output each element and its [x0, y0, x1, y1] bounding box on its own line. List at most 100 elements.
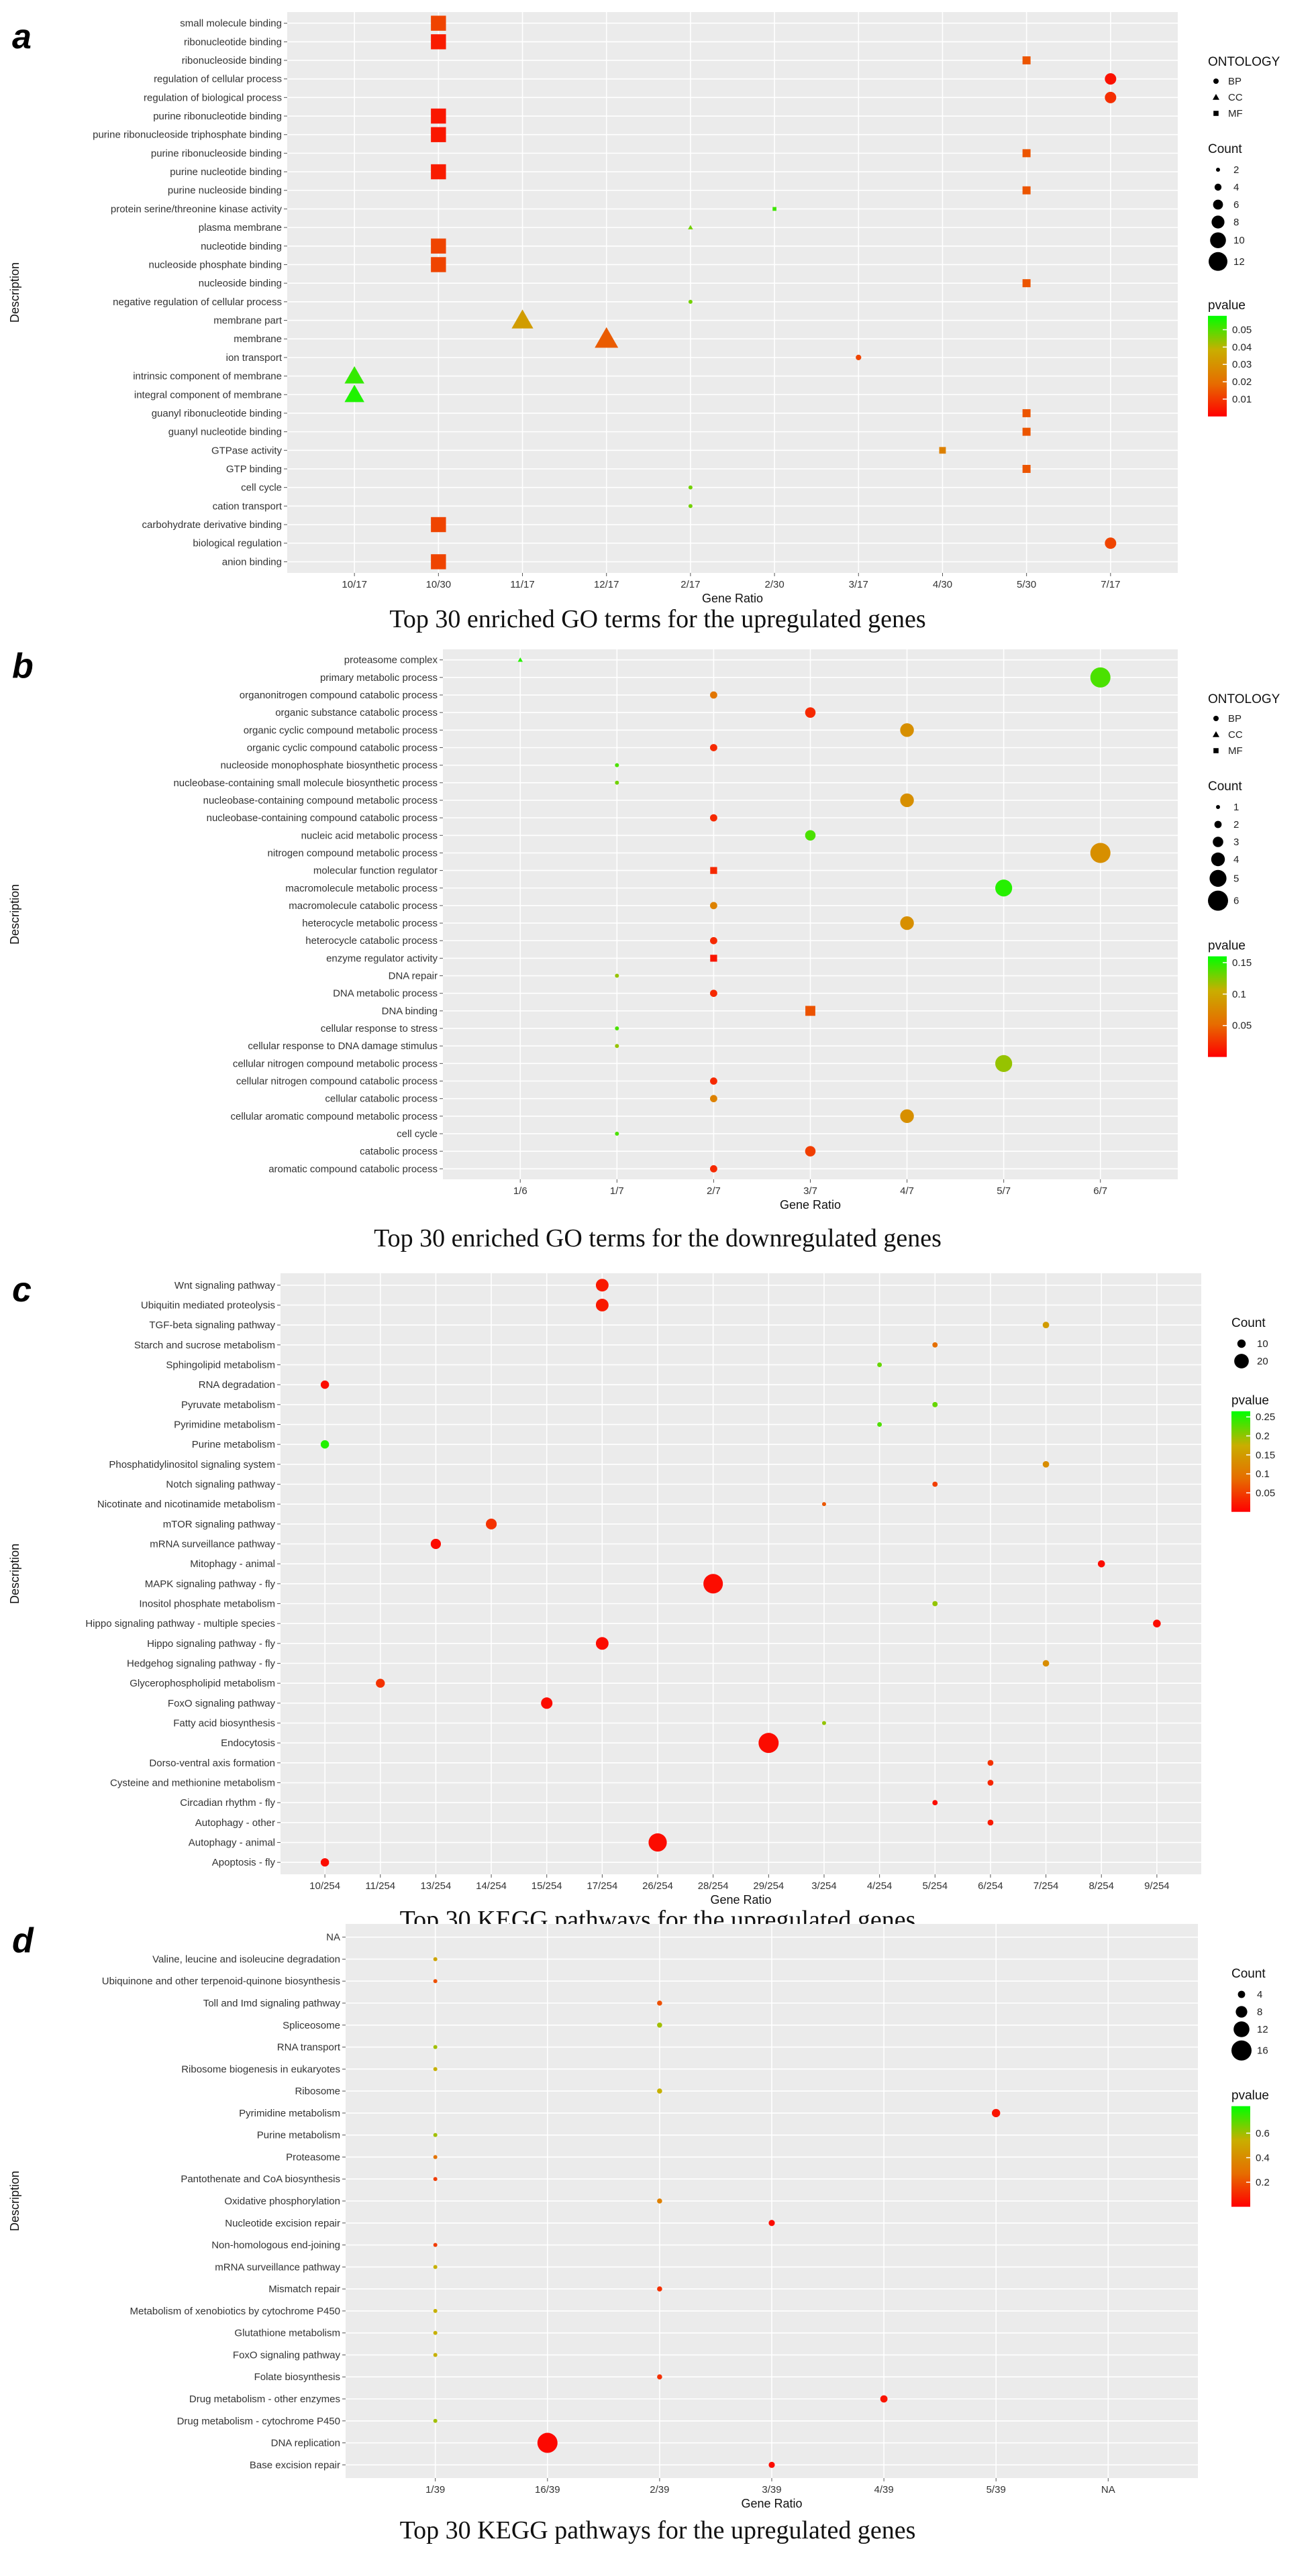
x-tick-label: 5/30: [1017, 579, 1036, 590]
data-point: [688, 504, 693, 508]
data-point: [772, 207, 776, 211]
data-point: [768, 2461, 775, 2468]
data-point: [710, 814, 717, 822]
data-point: [595, 1637, 609, 1650]
y-tick-label: integral component of membrane: [134, 389, 282, 400]
x-tick-label: NA: [1101, 2484, 1115, 2496]
data-point: [648, 1833, 667, 1852]
data-point: [320, 1858, 330, 1867]
legend-size-key: [1233, 2021, 1250, 2037]
y-tick-label: FoxO signaling pathway: [233, 2349, 341, 2361]
y-tick-label: cation transport: [213, 500, 283, 512]
legend-shape-key: [1213, 716, 1219, 721]
y-tick-label: Autophagy - animal: [189, 1837, 275, 1849]
data-point: [433, 2243, 438, 2247]
data-point: [987, 1760, 994, 1766]
data-point: [932, 1601, 938, 1607]
y-tick-label: nucleoside binding: [199, 278, 282, 289]
data-point: [987, 1780, 994, 1786]
y-tick-label: carbohydrate derivative binding: [142, 519, 282, 531]
x-tick-label: 6/254: [978, 1880, 1003, 1892]
data-point: [1042, 1322, 1050, 1328]
chart-panel-c: c Wnt signaling pathway Ubiquitin mediated…: [8, 1271, 1275, 1934]
data-point: [932, 1800, 938, 1806]
data-point: [1090, 667, 1111, 688]
y-tick-label: cellular nitrogen compound catabolic pro…: [236, 1076, 438, 1087]
data-point: [376, 1678, 385, 1688]
y-tick-label: nucleoside monophosphate biosynthetic pr…: [220, 760, 438, 771]
data-point: [710, 691, 717, 699]
legend-size-label: 2: [1233, 164, 1239, 176]
legend-shape-key: [1213, 78, 1219, 84]
y-tick-label: heterocycle metabolic process: [302, 918, 438, 929]
x-tick-label: 13/254: [420, 1880, 451, 1892]
y-tick-label: cellular nitrogen compound metabolic pro…: [233, 1058, 438, 1069]
y-tick-label: RNA transport: [277, 2042, 341, 2053]
data-point: [431, 127, 446, 142]
data-point: [768, 2220, 775, 2226]
y-tick-label: Hippo signaling pathway - multiple speci…: [85, 1618, 275, 1629]
x-tick-label: 1/7: [610, 1185, 624, 1197]
x-tick-label: 29/254: [753, 1880, 784, 1892]
y-tick-label: organic cyclic compound catabolic proces…: [247, 742, 438, 753]
y-tick-label: nucleobase-containing compound catabolic…: [207, 812, 438, 824]
legend-size-key: [1237, 1339, 1246, 1348]
legend-title-pvalue: pvalue: [1208, 939, 1246, 953]
x-tick-label: 10/17: [342, 579, 367, 590]
legend-size-label: 16: [1257, 2045, 1268, 2057]
legend-size-key: [1235, 2006, 1248, 2018]
pvalue-colorbar: [1208, 315, 1227, 417]
legend-size-key: [1213, 837, 1223, 847]
data-point: [433, 2177, 438, 2182]
data-point: [805, 1146, 816, 1157]
data-point: [688, 225, 693, 229]
data-point: [805, 830, 816, 841]
data-point: [657, 2088, 662, 2094]
colorbar-tick-label: 0.2: [1256, 2177, 1270, 2188]
y-tick-label: plasma membrane: [199, 222, 282, 233]
y-tick-label: Notch signaling pathway: [166, 1479, 275, 1490]
y-tick-label: protein serine/threonine kinase activity: [111, 203, 283, 215]
data-point: [595, 327, 619, 348]
y-tick-label: Pyrimidine metabolism: [174, 1419, 275, 1430]
data-point: [433, 2067, 438, 2072]
y-tick-label: Mitophagy - animal: [190, 1558, 275, 1570]
legend-title-count: Count: [1231, 1316, 1266, 1330]
panel-letter: c: [12, 1271, 32, 1309]
legend-size-label: 12: [1233, 256, 1245, 268]
y-tick-label: negative regulation of cellular process: [113, 297, 282, 308]
legend-shape-label: MF: [1228, 745, 1243, 757]
data-point: [1042, 1460, 1050, 1468]
colorbar-tick-label: 0.25: [1256, 1411, 1275, 1423]
data-point: [1042, 1660, 1050, 1667]
legend-shape-label: BP: [1228, 713, 1242, 724]
y-tick-label: Purine metabolism: [257, 2130, 340, 2141]
legend-size-label: 3: [1233, 837, 1239, 848]
data-point: [615, 1131, 619, 1136]
x-axis-title: Gene Ratio: [780, 1198, 841, 1212]
data-point: [688, 299, 693, 304]
y-tick-label: organic cyclic compound metabolic proces…: [244, 724, 438, 736]
legend-size-key: [1237, 1990, 1246, 1998]
legend-shape-key: [1213, 94, 1219, 100]
data-point: [939, 447, 946, 454]
data-point: [1105, 537, 1117, 549]
y-tick-label: Proteasome: [286, 2151, 340, 2163]
y-tick-label: Mismatch repair: [268, 2284, 340, 2295]
data-point: [877, 1422, 882, 1427]
legend-size-key: [1213, 199, 1223, 210]
y-tick-label: heterocycle catabolic process: [305, 935, 438, 947]
x-tick-label: 11/17: [510, 579, 534, 590]
colorbar-tick-label: 0.1: [1232, 989, 1246, 1000]
colorbar-tick-label: 0.15: [1256, 1450, 1275, 1461]
data-point: [900, 1109, 914, 1124]
data-point: [657, 2022, 662, 2028]
y-tick-label: membrane: [234, 333, 282, 345]
legend-title-ontology: ONTOLOGY: [1208, 692, 1280, 706]
y-tick-label: anion binding: [222, 556, 282, 568]
data-point: [710, 1165, 717, 1173]
legend-title-count: Count: [1231, 1967, 1266, 1981]
data-point: [433, 2418, 438, 2423]
x-tick-label: 14/254: [476, 1880, 507, 1892]
data-point: [433, 2133, 438, 2137]
